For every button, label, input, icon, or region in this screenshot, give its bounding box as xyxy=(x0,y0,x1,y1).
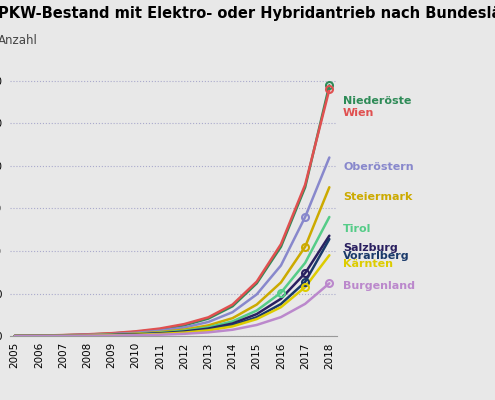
Text: PKW-Bestand mit Elektro- oder Hybridantrieb nach Bundesländern: PKW-Bestand mit Elektro- oder Hybridantr… xyxy=(0,6,495,21)
Text: Niederöste: Niederöste xyxy=(343,96,411,106)
Text: Kärnten: Kärnten xyxy=(343,259,393,269)
Text: Tirol: Tirol xyxy=(343,224,372,234)
Text: Burgenland: Burgenland xyxy=(343,281,415,291)
Text: Wien: Wien xyxy=(343,108,375,118)
Text: Vorarlberg: Vorarlberg xyxy=(343,251,410,261)
Text: Anzahl: Anzahl xyxy=(0,34,38,47)
Text: Steiermark: Steiermark xyxy=(343,192,412,202)
Text: Salzburg: Salzburg xyxy=(343,242,398,253)
Text: Oberöstern: Oberöstern xyxy=(343,162,414,172)
